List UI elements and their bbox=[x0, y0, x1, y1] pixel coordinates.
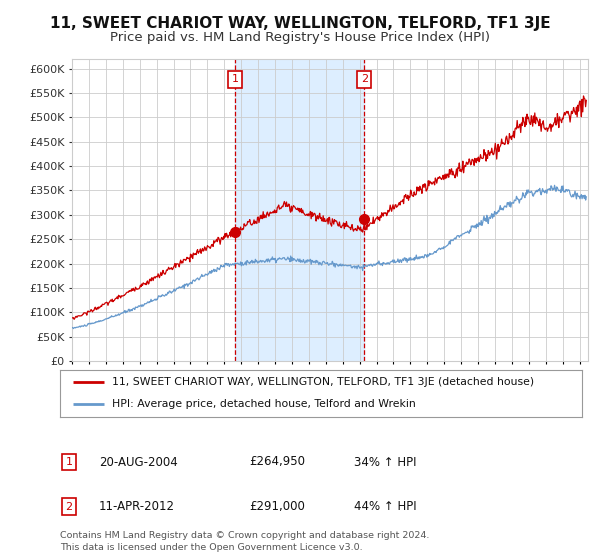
Bar bbox=[235, 59, 364, 361]
Text: 11-APR-2012: 11-APR-2012 bbox=[99, 500, 175, 514]
Text: Contains HM Land Registry data © Crown copyright and database right 2024.
This d: Contains HM Land Registry data © Crown c… bbox=[60, 531, 430, 552]
Text: £291,000: £291,000 bbox=[249, 500, 305, 514]
Text: 20-AUG-2004: 20-AUG-2004 bbox=[99, 455, 178, 469]
Text: 2: 2 bbox=[65, 502, 73, 512]
Text: 11, SWEET CHARIOT WAY, WELLINGTON, TELFORD, TF1 3JE (detached house): 11, SWEET CHARIOT WAY, WELLINGTON, TELFO… bbox=[112, 377, 535, 388]
Text: 2: 2 bbox=[361, 74, 368, 85]
Text: 44% ↑ HPI: 44% ↑ HPI bbox=[354, 500, 416, 514]
Text: 11, SWEET CHARIOT WAY, WELLINGTON, TELFORD, TF1 3JE: 11, SWEET CHARIOT WAY, WELLINGTON, TELFO… bbox=[50, 16, 550, 31]
Text: £264,950: £264,950 bbox=[249, 455, 305, 469]
Text: HPI: Average price, detached house, Telford and Wrekin: HPI: Average price, detached house, Telf… bbox=[112, 399, 416, 409]
Text: Price paid vs. HM Land Registry's House Price Index (HPI): Price paid vs. HM Land Registry's House … bbox=[110, 31, 490, 44]
Text: 34% ↑ HPI: 34% ↑ HPI bbox=[354, 455, 416, 469]
Text: 1: 1 bbox=[232, 74, 239, 85]
Text: 1: 1 bbox=[65, 457, 73, 467]
